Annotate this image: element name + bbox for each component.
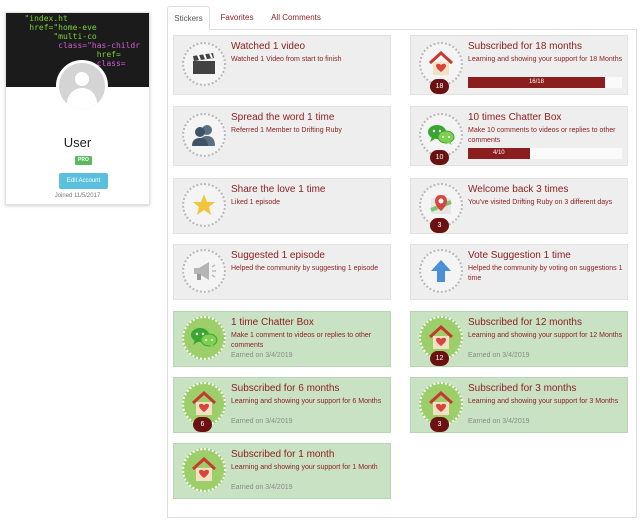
edit-account-button[interactable]: Edit Account — [59, 173, 108, 189]
tab-all-comments[interactable]: All Comments — [271, 13, 321, 22]
sticker-count-badge: 3 — [430, 417, 449, 432]
sticker-badge — [182, 183, 226, 227]
sticker-description: Make 1 comment to videos or replies to o… — [231, 332, 372, 349]
sticker-count-badge: 12 — [430, 351, 449, 366]
sticker-title: Suggested 1 episode — [231, 250, 325, 261]
joined-date: Joined 11/5/2017 — [54, 193, 101, 199]
users-icon — [190, 124, 218, 146]
sticker-badge — [419, 382, 463, 426]
sticker-card: 6 Subscribed for 6 months Learning and sho… — [173, 377, 391, 433]
sticker-badge — [182, 249, 226, 293]
progress-fill: 4/10 — [468, 148, 530, 159]
sticker-card: Spread the word 1 time Referred 1 Member … — [173, 106, 391, 166]
cover-code-line: class= — [96, 59, 126, 68]
sticker-description: Helped the community by voting on sugges… — [468, 265, 623, 282]
sticker-description: Learning and showing your support for 18… — [468, 56, 623, 63]
clapperboard-icon — [191, 53, 217, 75]
sticker-description: Learning and showing your support for 6 … — [231, 398, 382, 405]
house-heart-icon — [428, 51, 454, 77]
sticker-card: Vote Suggestion 1 time Helped the communi… — [410, 244, 628, 300]
house-heart-icon — [191, 457, 217, 483]
sticker-count-badge: 18 — [430, 79, 449, 94]
house-heart-icon — [191, 391, 217, 417]
sticker-badge — [182, 113, 226, 157]
sticker-description: Learning and showing your support for 1 … — [231, 464, 378, 471]
tab-favorites[interactable]: Favorites — [220, 13, 254, 22]
sticker-title: 1 time Chatter Box — [231, 317, 314, 328]
cover-code-line: href= — [96, 50, 121, 59]
cover-code-line: "index.ht — [24, 14, 68, 23]
cover-code-line: href="home-eve — [29, 23, 97, 32]
sticker-card: Suggested 1 episode Helped the community … — [173, 244, 391, 300]
sticker-description: Watched 1 Video from start to finish — [231, 56, 342, 63]
sticker-card: 18 Subscribed for 18 months Learning and s… — [410, 35, 628, 95]
sticker-description: You've visited Drifting Ruby on 3 differ… — [468, 199, 613, 206]
tab-stickers[interactable]: Stickers — [167, 6, 210, 31]
sticker-title: Subscribed for 1 month — [231, 449, 335, 460]
sticker-card: 12 Subscribed for 12 months Learning and s… — [410, 311, 628, 367]
sticker-card: 3 Welcome back 3 times You've visited Drif… — [410, 178, 628, 234]
profile-username: User — [63, 135, 92, 150]
tab-bar: Stickers Favorites All Comments — [167, 6, 637, 31]
sticker-card: 10 10 times Chatter Box Make 10 comments t… — [410, 106, 628, 166]
sticker-badge — [182, 448, 226, 492]
megaphone-icon — [191, 260, 217, 282]
map-pin-icon — [428, 192, 454, 218]
star-icon — [192, 193, 216, 217]
sticker-description: Learning and showing your support for 12… — [468, 332, 623, 339]
sticker-count-badge: 6 — [193, 417, 212, 432]
sticker-card: 1 time Chatter Box Make 1 comment to vide… — [173, 311, 391, 367]
sticker-card: Share the love 1 time Liked 1 episode — [173, 178, 391, 234]
earned-date: Earned on 3/4/2019 — [231, 484, 293, 491]
avatar — [56, 60, 108, 112]
sticker-title: Vote Suggestion 1 time — [468, 250, 571, 261]
avatar-body — [67, 88, 97, 109]
stickers-panel — [167, 30, 637, 518]
sticker-badge — [182, 42, 226, 86]
sticker-title: Spread the word 1 time — [231, 112, 335, 123]
profile-card: "index.ht href="home-eve "multi-co class… — [5, 12, 150, 205]
house-heart-icon — [428, 391, 454, 417]
sticker-title: 10 times Chatter Box — [468, 112, 562, 123]
chat-bubbles-icon — [427, 123, 455, 147]
sticker-description: Learning and showing your support for 3 … — [468, 398, 619, 405]
progress-bar: 4/10 — [468, 148, 622, 159]
earned-date: Earned on 3/4/2019 — [231, 352, 293, 359]
sticker-badge — [419, 42, 463, 86]
sticker-description: Referred 1 Member to Drifting Ruby — [231, 127, 342, 134]
arrow-up-icon — [430, 259, 452, 283]
avatar-head — [75, 72, 89, 86]
sticker-title: Subscribed for 18 months — [468, 41, 582, 52]
sticker-card: 3 Subscribed for 3 months Learning and sho… — [410, 377, 628, 433]
sticker-description: Make 10 comments to videos or replies to… — [468, 127, 616, 144]
chat-bubbles-icon — [190, 326, 218, 350]
sticker-card: Watched 1 video Watched 1 Video from star… — [173, 35, 391, 95]
sticker-description: Liked 1 episode — [231, 199, 281, 206]
pro-badge: PRO — [75, 156, 92, 165]
sticker-badge — [419, 249, 463, 293]
progress-bar: 16/18 — [468, 77, 622, 88]
sticker-title: Watched 1 video — [231, 41, 306, 52]
progress-fill: 16/18 — [468, 77, 605, 88]
cover-code-line: "multi-co — [53, 32, 97, 41]
earned-date: Earned on 3/4/2019 — [468, 352, 530, 359]
sticker-title: Subscribed for 6 months — [231, 383, 340, 394]
earned-date: Earned on 3/4/2019 — [231, 418, 293, 425]
sticker-count-badge: 10 — [430, 150, 449, 165]
sticker-title: Welcome back 3 times — [468, 184, 569, 195]
sticker-description: Helped the community by suggesting 1 epi… — [231, 265, 379, 272]
sticker-title: Share the love 1 time — [231, 184, 326, 195]
sticker-count-badge: 3 — [430, 218, 449, 233]
earned-date: Earned on 3/4/2019 — [468, 418, 530, 425]
sticker-badge — [182, 316, 226, 360]
house-heart-icon — [428, 325, 454, 351]
sticker-title: Subscribed for 12 months — [468, 317, 582, 328]
sticker-title: Subscribed for 3 months — [468, 383, 577, 394]
sticker-card: Subscribed for 1 month Learning and showi… — [173, 443, 391, 499]
cover-code-line: class="has-childr — [58, 41, 141, 50]
